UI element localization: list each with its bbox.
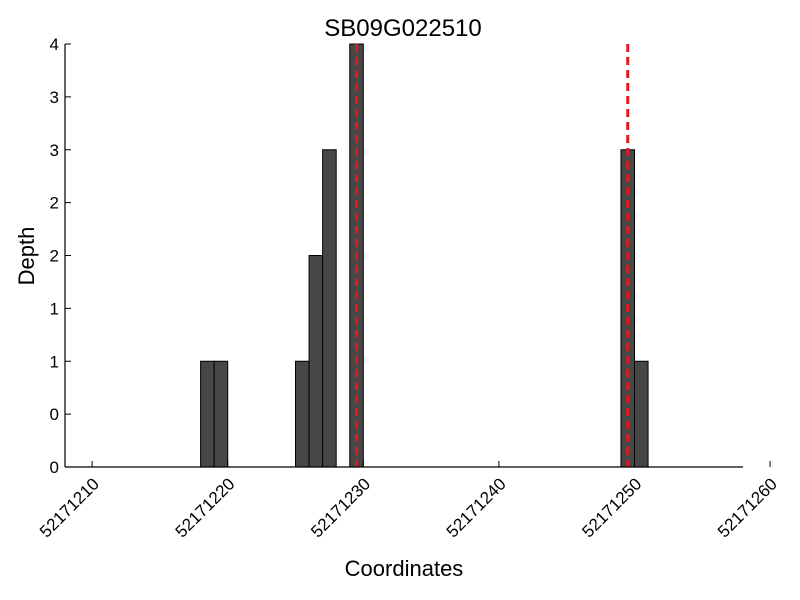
y-axis-label: Depth <box>14 227 39 286</box>
chart-title: SB09G022510 <box>324 15 481 42</box>
x-ticks-group: 52171210 52171220 52171230 52171240 52171250… <box>36 461 781 541</box>
bar <box>322 149 337 468</box>
x-tick-label: 52171250 <box>578 474 645 541</box>
y-tick-label: 0 <box>50 405 59 424</box>
y-tick-label: 3 <box>50 141 59 160</box>
bar <box>200 360 215 468</box>
bar <box>634 360 649 468</box>
reference-lines-group <box>355 44 630 467</box>
bar <box>308 255 324 468</box>
y-tick-label: 1 <box>50 299 59 318</box>
bar <box>213 360 229 468</box>
x-tick-label: 52171220 <box>172 474 239 541</box>
y-tick-label: 2 <box>50 194 59 213</box>
x-tick-label: 52171210 <box>36 474 103 541</box>
y-tick-label: 2 <box>50 247 59 266</box>
x-tick-label: 52171240 <box>443 474 510 541</box>
bars-group <box>200 43 649 468</box>
x-tick-label: 52171230 <box>307 474 374 541</box>
x-tick-label: 52171260 <box>714 474 781 541</box>
y-tick-label: 1 <box>50 352 59 371</box>
x-axis-label: Coordinates <box>345 556 464 581</box>
y-tick-label: 0 <box>50 458 59 477</box>
y-ticks-group: 0 0 1 1 2 2 3 3 4 <box>50 35 71 477</box>
bar <box>295 360 310 468</box>
y-tick-label: 3 <box>50 88 59 107</box>
y-tick-label: 4 <box>50 35 59 54</box>
